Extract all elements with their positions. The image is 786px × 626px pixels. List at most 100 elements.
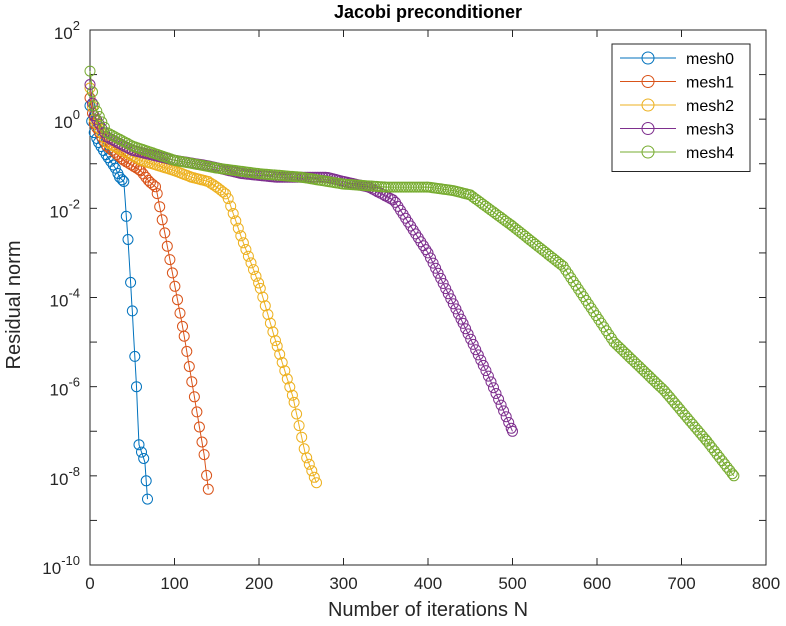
x-tick-label: 200 [245,574,273,593]
data-point [84,65,96,77]
data-point [472,349,484,361]
legend-marker-mesh1 [641,75,655,88]
data-point [91,105,103,117]
data-point [470,344,482,356]
data-point [311,477,322,489]
data-point [462,328,474,340]
data-point [465,333,477,345]
data-point [191,406,203,418]
data-point [232,222,244,234]
data-point [129,350,141,362]
legend-marker-mesh0 [641,51,655,65]
y-tick-label: 10-4 [50,286,80,311]
x-tick-label: 700 [667,574,695,593]
data-point [257,291,269,303]
data-point [726,468,738,480]
data-point [422,247,434,259]
data-point [488,382,499,394]
data-point [181,345,193,357]
data-point [490,388,502,399]
series-line-mesh0 [89,105,148,500]
data-point [572,283,584,295]
data-point [480,365,492,377]
data-point [122,234,134,245]
data-point [107,159,119,171]
data-point [560,264,572,276]
data-point [306,465,318,477]
legend-marker-mesh2 [641,98,655,112]
data-point [281,373,293,385]
data-point [147,179,159,191]
data-point [121,137,133,149]
data-point [264,317,276,329]
data-point [201,469,213,481]
x-axis-label: Number of iterations N [328,599,528,621]
data-point [183,361,195,372]
data-point [140,475,152,487]
data-point [482,370,494,382]
legend-label-mesh3: mesh3 [686,122,734,139]
data-point [150,181,161,193]
data-point [427,257,439,269]
data-point [254,282,266,294]
data-point [286,389,298,401]
x-tick-label: 800 [752,574,780,593]
data-point [475,354,487,366]
data-point [728,470,740,482]
data-point [485,376,497,388]
data-point [198,449,210,461]
data-point [230,215,242,227]
x-tick-label: 300 [329,574,357,593]
data-point [242,250,254,262]
y-tick-label: 10-2 [50,196,80,221]
data-point [279,365,291,377]
legend-label-mesh4: mesh4 [686,145,734,162]
data-point [245,257,257,269]
data-point [593,313,605,325]
chart-title: Jacobi preconditioner [334,2,522,22]
data-point [274,348,286,360]
data-point [240,244,252,255]
data-point [109,162,121,174]
data-point [118,176,130,187]
data-point [296,431,308,443]
y-axis-label: Residual norm [3,241,25,370]
data-point [498,405,510,417]
y-tick-label: 100 [54,107,80,132]
data-point [116,174,128,186]
data-point [227,208,239,219]
series-mesh0 [84,100,153,505]
data-point [291,408,303,420]
data-point [193,421,205,433]
data-point [450,303,462,315]
data-point [237,237,249,249]
data-point [87,86,98,98]
legend-label-mesh1: mesh1 [686,75,734,92]
legend-box [611,43,751,172]
legend-label-mesh0: mesh0 [686,51,734,68]
series-mesh2 [84,82,322,489]
data-point [133,439,145,451]
data-point [420,244,432,256]
data-point [248,264,259,276]
data-point [303,458,315,470]
data-point [575,287,587,299]
data-point [172,294,183,306]
data-point [567,276,579,287]
data-point [415,181,427,193]
data-point [142,493,153,505]
x-tick-label: 0 [85,574,94,593]
data-point [452,308,464,320]
data-point [445,293,457,305]
plot-area: 0 100 200 300 400 500 600 700 800 102 100 10-2 10-4 1… [42,18,780,593]
x-tick-label: 400 [414,574,442,593]
legend-marker-mesh4 [641,145,655,159]
data-point [235,230,247,242]
data-point [250,270,262,282]
data-point [166,267,178,279]
x-tick-label: 600 [583,574,611,593]
y-tick-label: 10-6 [50,375,80,400]
data-point [84,79,96,90]
data-point [430,262,442,274]
